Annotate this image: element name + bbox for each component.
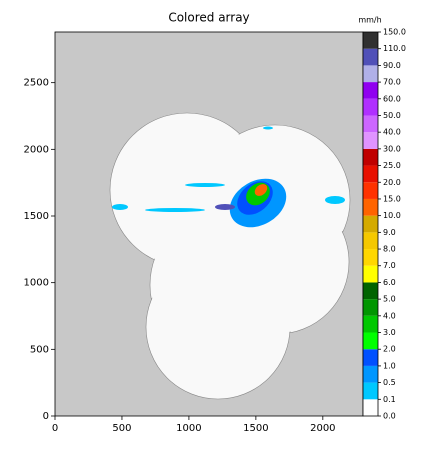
colorbar-tick-label: 1.0 bbox=[383, 361, 396, 370]
colorbar-segment bbox=[363, 299, 378, 316]
colorbar-tick-label: 4.0 bbox=[383, 311, 396, 320]
x-tick-label: 0 bbox=[52, 423, 58, 434]
y-tick-label: 0 bbox=[43, 411, 49, 422]
colorbar-segment bbox=[363, 349, 378, 366]
colorbar-segment bbox=[363, 148, 378, 166]
y-tick-label: 2000 bbox=[24, 144, 49, 155]
colorbar-tick-label: 0.1 bbox=[383, 395, 396, 404]
colorbar-segment bbox=[363, 48, 378, 66]
colorbar-segment bbox=[363, 332, 378, 350]
colorbar-tick-label: 25.0 bbox=[383, 161, 401, 170]
colorbar-tick-label: 3.0 bbox=[383, 328, 396, 337]
colorbar-tick-label: 40.0 bbox=[383, 128, 401, 137]
colorbar-segment bbox=[363, 65, 378, 83]
colorbar-tick-label: 7.0 bbox=[383, 261, 396, 270]
colorbar-segment bbox=[363, 165, 378, 183]
colorbar-tick-label: 6.0 bbox=[383, 278, 396, 287]
colorbar-tick-label: 150.0 bbox=[383, 28, 406, 37]
colorbar-tick-label: 60.0 bbox=[383, 94, 401, 103]
colorbar-tick-label: 90.0 bbox=[383, 61, 401, 70]
chart-title: Colored array bbox=[168, 11, 249, 25]
colorbar-frame bbox=[362, 31, 379, 417]
colorbar-tick-label: 0.5 bbox=[383, 378, 396, 387]
colorbar-segment bbox=[363, 98, 378, 116]
y-tick-label: 500 bbox=[30, 344, 49, 355]
colorbar-segment bbox=[363, 232, 378, 250]
radar-coverage-fill bbox=[111, 114, 349, 398]
y-tick-label: 2500 bbox=[24, 78, 49, 89]
x-tick-label: 2000 bbox=[310, 423, 335, 434]
colorbar-segment bbox=[363, 132, 378, 149]
x-tick-label: 1500 bbox=[243, 423, 268, 434]
colorbar-segment bbox=[363, 382, 378, 400]
colorbar-segment bbox=[363, 399, 378, 416]
precipitation bbox=[112, 126, 345, 228]
x-tick-label: 500 bbox=[112, 423, 131, 434]
colorbar-tick-label: 110.0 bbox=[383, 44, 406, 53]
colorbar-segment bbox=[363, 315, 378, 333]
colorbar-tick-label: 5.0 bbox=[383, 295, 396, 304]
colorbar-tick-label: 15.0 bbox=[383, 194, 401, 203]
colorbar-segment bbox=[363, 182, 378, 199]
colorbar-tick-label: 20.0 bbox=[383, 178, 401, 187]
colorbar-segment bbox=[363, 215, 378, 233]
colorbar-tick-label: 70.0 bbox=[383, 78, 401, 87]
colorbar-tick-label: 8.0 bbox=[383, 245, 396, 254]
colorbar-segment bbox=[363, 82, 378, 99]
y-tick-label: 1500 bbox=[24, 211, 49, 222]
x-tick-label: 1000 bbox=[176, 423, 201, 434]
colorbar-segment bbox=[363, 32, 378, 49]
colorbar-label: mm/h bbox=[358, 16, 381, 25]
colorbar-segment bbox=[363, 365, 378, 383]
colorbar-tick-label: 50.0 bbox=[383, 111, 401, 120]
colorbar-segment bbox=[363, 282, 378, 300]
colorbar-segment bbox=[363, 265, 378, 283]
colorbar-segment bbox=[363, 249, 378, 266]
colorbar-tick-label: 10.0 bbox=[383, 211, 401, 220]
colorbar-tick-label: 2.0 bbox=[383, 345, 396, 354]
colorbar-segment bbox=[363, 198, 378, 216]
colorbar-tick-label: 0.0 bbox=[383, 412, 396, 421]
y-tick-label: 1000 bbox=[24, 278, 49, 289]
colorbar-tick-label: 30.0 bbox=[383, 144, 401, 153]
colorbar-tick-label: 9.0 bbox=[383, 228, 396, 237]
colorbar-segment bbox=[363, 115, 378, 133]
